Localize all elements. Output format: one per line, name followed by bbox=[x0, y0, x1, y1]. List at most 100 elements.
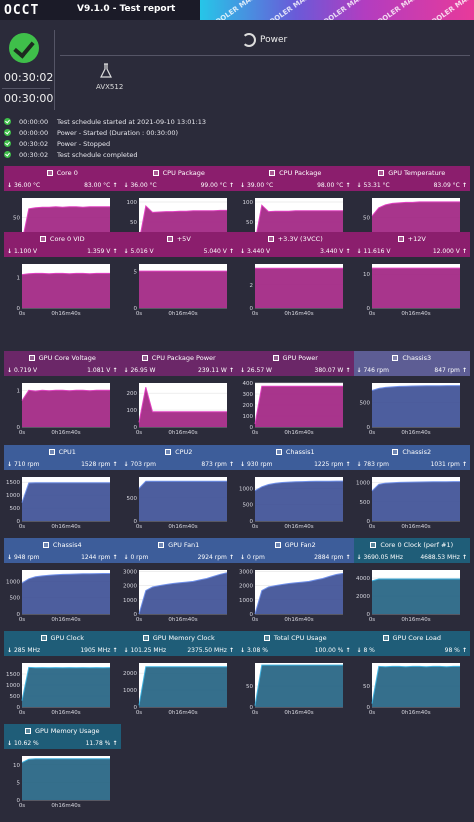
y-tick-label: 100 bbox=[243, 414, 254, 420]
y-tick-label: 50 bbox=[246, 220, 253, 226]
sensor-name: GPU Memory Clock bbox=[152, 633, 215, 642]
sensor-max-value: 83.00 °C ↑ bbox=[84, 182, 117, 189]
sensor-header: Core 0 Clock (perf #1) bbox=[353, 538, 470, 551]
y-tick-label: 0 bbox=[17, 612, 21, 618]
sensor-min-value: ↓ 53.31 °C bbox=[357, 182, 390, 189]
sensor-row: GPU Memory Usage ↓ 10.62 % 11.78 % ↑ 10 5 0 0s… bbox=[4, 724, 470, 813]
y-tick-label: 5 bbox=[133, 269, 137, 275]
sensor-minmax: ↓ 703 rpm 873 rpm ↑ bbox=[120, 458, 237, 470]
sensor-name: Core 0 VID bbox=[49, 234, 85, 243]
arrow-down-icon: ↓ bbox=[7, 553, 13, 561]
y-tick-label: 500 bbox=[359, 401, 370, 407]
series-line bbox=[21, 272, 110, 276]
series-line bbox=[21, 758, 110, 764]
sensor-header: CPU2 bbox=[120, 445, 237, 458]
max-text: 99.00 °C bbox=[200, 181, 227, 189]
line-chart: 1 00s 0h16m40s bbox=[17, 383, 110, 436]
y-tick-label: 1000 bbox=[356, 481, 370, 487]
sensor-icon bbox=[141, 354, 148, 361]
sensor-min-value: ↓ 948 rpm bbox=[7, 554, 39, 561]
sensor-chart: 10 5 0 0s 0h16m40s bbox=[4, 754, 121, 813]
sensor-max-value: 1.359 V ↑ bbox=[87, 248, 117, 255]
sensor-name: Chassis3 bbox=[402, 353, 432, 362]
sensor-min-value: ↓ 703 rpm bbox=[124, 461, 156, 468]
arrow-down-icon: ↓ bbox=[240, 553, 246, 561]
line-chart: 1000 500 00s 0h16m40s bbox=[6, 570, 110, 623]
arrow-up-icon: ↑ bbox=[226, 646, 234, 654]
sensor-icon bbox=[272, 354, 279, 361]
series-area bbox=[22, 390, 110, 427]
series-area bbox=[138, 387, 227, 427]
max-text: 2884 rpm bbox=[314, 553, 344, 561]
arrow-up-icon: ↑ bbox=[226, 460, 234, 468]
sensor-icon bbox=[378, 169, 385, 176]
y-tick-label: 200 bbox=[126, 391, 137, 397]
max-text: 12.000 V bbox=[432, 247, 460, 255]
line-chart: 50 00s 0h16m40s bbox=[246, 663, 343, 716]
sensor-min-value: ↓ 3690.05 MHz bbox=[357, 554, 404, 561]
arrow-up-icon: ↑ bbox=[343, 181, 351, 189]
arrow-up-icon: ↑ bbox=[343, 247, 351, 255]
sensor-max-value: 12.000 V ↑ bbox=[433, 248, 467, 255]
max-text: 1244 rpm bbox=[81, 553, 111, 561]
sensor-minmax: ↓ 8 % 98 % ↑ bbox=[353, 644, 470, 656]
series-line bbox=[21, 389, 110, 401]
sensor-name: GPU Power bbox=[282, 353, 318, 362]
arrow-down-icon: ↓ bbox=[123, 181, 129, 189]
sensor-name: GPU Fan1 bbox=[168, 540, 200, 549]
sensor-chart: 3000 2000 1000 0 0s 0h16m40s bbox=[237, 568, 354, 627]
y-tick-label: 2 bbox=[250, 283, 254, 289]
divider bbox=[54, 30, 55, 110]
sensor-min-value: ↓ 1.100 V bbox=[7, 248, 37, 255]
sensor-icon bbox=[24, 727, 31, 734]
line-chart: 1000 500 00s 0h16m40s bbox=[356, 477, 460, 530]
sensor-chart: 1500 1000 500 0 0s 0h16m40s bbox=[4, 661, 121, 720]
log-entry: 00:00:00 Power - Started (Duration : 00:3… bbox=[4, 127, 304, 138]
y-tick-label: 50 bbox=[130, 220, 137, 226]
sensor-name: GPU Core Load bbox=[392, 633, 441, 642]
max-text: 873 rpm bbox=[201, 460, 227, 468]
y-tick-label: 0 bbox=[366, 612, 370, 618]
arrow-up-icon: ↑ bbox=[110, 366, 118, 374]
max-text: 4688.53 MHz bbox=[420, 553, 460, 561]
arrow-down-icon: ↓ bbox=[7, 247, 13, 255]
sensor-icon bbox=[165, 448, 172, 455]
line-chart: 1000 500 00s 0h16m40s bbox=[239, 477, 343, 530]
series-line bbox=[254, 204, 343, 243]
arrow-up-icon: ↑ bbox=[110, 181, 118, 189]
log-message: Test schedule started at 2021-09-10 13:0… bbox=[57, 117, 207, 126]
sensor-name: +3.3V (3VCC) bbox=[277, 234, 323, 243]
sensor-min-value: ↓ 930 rpm bbox=[240, 461, 272, 468]
series-line bbox=[138, 666, 227, 706]
y-tick-label: 0 bbox=[366, 306, 370, 312]
sensor-chart: 1 0 0s 0h16m40s bbox=[4, 381, 121, 440]
min-text: 53.31 °C bbox=[363, 181, 390, 189]
sensor-max-value: 1.081 V ↑ bbox=[87, 367, 117, 374]
y-tick-label: 0 bbox=[133, 425, 137, 431]
sensor-icon bbox=[269, 169, 276, 176]
title-bar: OCCT V9.1.0 - Test report COOLER MASTER … bbox=[0, 0, 474, 20]
sensor-min-value: ↓ 26.57 W bbox=[240, 367, 272, 374]
arrow-down-icon: ↓ bbox=[7, 646, 13, 654]
sensor-name: Core 0 bbox=[56, 168, 78, 177]
sensor-max-value: 1031 rpm ↑ bbox=[431, 461, 467, 468]
arrow-down-icon: ↓ bbox=[7, 739, 13, 747]
series-line bbox=[138, 480, 227, 489]
line-chart: 3000 2000 1000 00s 0h16m40s bbox=[123, 569, 227, 623]
max-text: 98.00 °C bbox=[317, 181, 344, 189]
series-line bbox=[21, 666, 111, 701]
min-text: 8 % bbox=[363, 646, 375, 654]
y-tick-label: 0 bbox=[250, 705, 254, 711]
line-chart: 5 00s 0h16m40s bbox=[133, 264, 227, 317]
sensor-min-value: ↓ 36.00 °C bbox=[124, 182, 157, 189]
elapsed-time: 00:30:02 bbox=[4, 71, 54, 84]
y-tick-label: 0 bbox=[17, 425, 21, 431]
series-area bbox=[371, 666, 460, 707]
arrow-down-icon: ↓ bbox=[240, 366, 246, 374]
sensor-max-value: 99.00 °C ↑ bbox=[201, 182, 234, 189]
arrow-up-icon: ↑ bbox=[110, 739, 118, 747]
min-text: 1.100 V bbox=[13, 247, 38, 255]
check-icon bbox=[4, 140, 11, 147]
max-text: 5.040 V bbox=[203, 247, 227, 255]
sensor-name: Chassis2 bbox=[402, 447, 432, 456]
